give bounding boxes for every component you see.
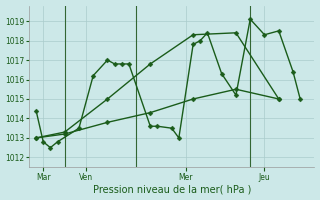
X-axis label: Pression niveau de la mer( hPa ): Pression niveau de la mer( hPa ) [92, 184, 251, 194]
